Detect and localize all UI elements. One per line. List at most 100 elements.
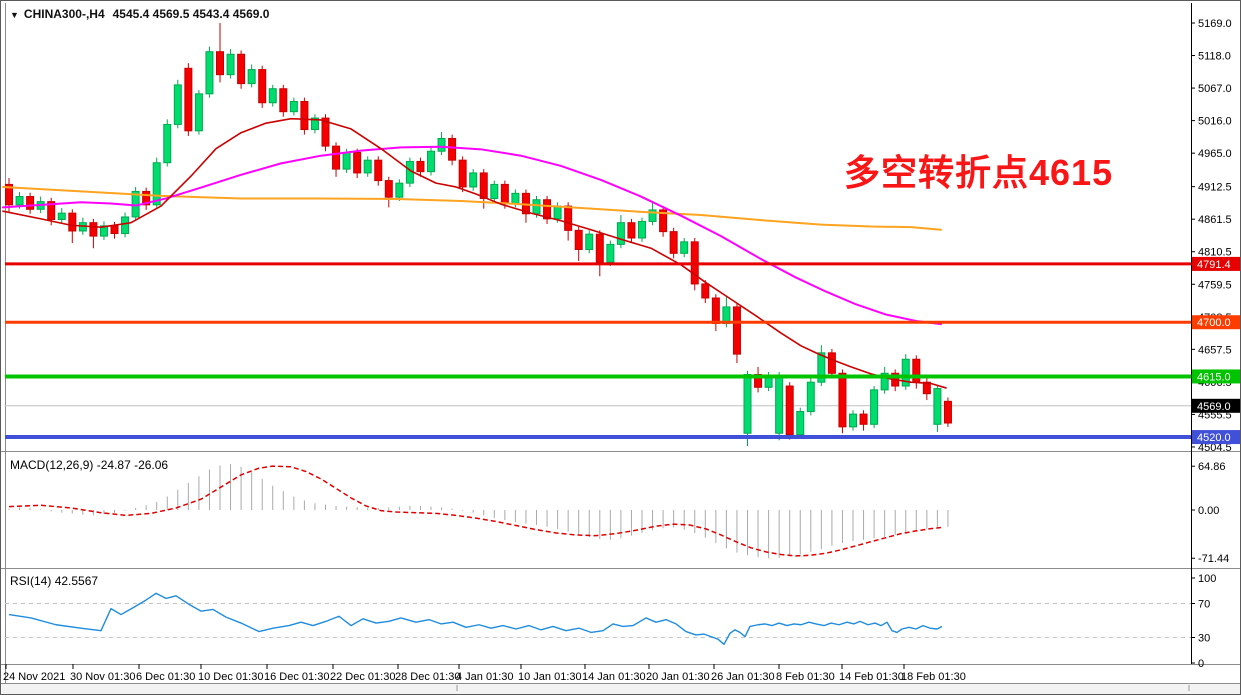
candle-body (99, 225, 108, 237)
candle-body (310, 117, 319, 131)
candle-body (353, 152, 362, 174)
price-badge-label: 4700.0 (1197, 317, 1231, 329)
bottom-strip (2, 684, 1240, 694)
candle-body (395, 182, 404, 198)
symbol-dropdown-icon[interactable]: ▼ (10, 10, 19, 20)
macd-indicator-label: MACD(12,26,9) -24.87 -26.06 (10, 458, 168, 472)
candle-body (764, 376, 773, 388)
symbol-ohlc-header: ▼ CHINA300-,H4 4545.4 4569.5 4543.4 4569.0 (10, 7, 269, 21)
macd-tick-label: -71.44 (1198, 553, 1229, 565)
ohlc-values: 4545.4 4569.5 4543.4 4569.0 (112, 7, 270, 21)
price-tick-label: 5118.0 (1198, 51, 1231, 63)
candle-body (638, 220, 646, 239)
candle-body (427, 150, 435, 173)
candle-body (680, 241, 689, 254)
candle-body (226, 53, 235, 76)
candle-body (247, 69, 256, 85)
candle-body (849, 413, 857, 428)
price-badge (1192, 398, 1240, 413)
candle-body (796, 411, 805, 436)
candle-body (416, 160, 425, 173)
candle-body (163, 123, 172, 164)
candle-body (616, 222, 625, 245)
candle-body (89, 222, 98, 237)
candle-body (912, 358, 921, 383)
candle-body (627, 222, 636, 239)
candle-body (669, 231, 678, 254)
time-tick-label: 14 Jan 01:30 (582, 671, 646, 683)
price-tick-label: 4504.5 (1198, 442, 1232, 454)
candle-body (184, 67, 193, 132)
candle-body (574, 229, 583, 250)
candle-body (300, 100, 309, 131)
candle-body (152, 162, 161, 206)
macd-tick-label: 64.86 (1198, 461, 1226, 473)
price-badge-label: 4520.0 (1197, 432, 1231, 444)
candle-body (342, 152, 351, 170)
candle-body (26, 196, 35, 210)
rsi-tick-label: 30 (1198, 633, 1210, 645)
candle-body (585, 233, 594, 250)
candle-body (121, 216, 130, 235)
candle-body (194, 93, 203, 132)
time-tick-label: 22 Dec 01:30 (330, 671, 395, 683)
text-annotation[interactable]: 多空转折点4615 (844, 152, 1114, 193)
price-tick-label: 4965.0 (1198, 148, 1232, 160)
candle-body (701, 283, 710, 299)
time-tick-label: 26 Jan 01:30 (711, 671, 775, 683)
price-tick-label: 4759.5 (1198, 279, 1232, 291)
candle-body (870, 389, 879, 425)
candle-body (268, 88, 277, 104)
time-tick-label: 4 Jan 01:30 (456, 671, 514, 683)
rsi-name: RSI(14) (10, 574, 52, 588)
candle-body (321, 117, 330, 147)
time-tick-label: 10 Dec 01:30 (198, 671, 263, 683)
candle-body (47, 201, 56, 221)
candle-body (922, 381, 931, 395)
rsi-tick-label: 0 (1198, 658, 1204, 670)
time-tick-label: 18 Feb 01:30 (901, 671, 966, 683)
macd-tick-label: 0.00 (1198, 505, 1219, 517)
candle-body (648, 209, 657, 222)
price-tick-label: 5016.0 (1198, 116, 1232, 128)
candle-body (806, 381, 815, 413)
price-badge (1192, 256, 1240, 271)
ma-magenta (2, 145, 942, 326)
price-tick-label: 4810.5 (1198, 247, 1232, 259)
price-badge (1192, 315, 1240, 330)
time-tick-label: 10 Jan 01:30 (518, 671, 582, 683)
rsi-value: 42.5567 (54, 574, 99, 588)
time-tick-label: 20 Jan 01:30 (646, 671, 710, 683)
price-tick-label: 4657.5 (1198, 344, 1232, 356)
candle-body (237, 53, 246, 85)
rsi-tick-label: 70 (1198, 599, 1210, 611)
candle-body (479, 172, 488, 199)
ma-red (2, 117, 947, 389)
candle-body (469, 172, 478, 188)
candle-body (838, 372, 847, 428)
candle-body (490, 183, 499, 199)
candle-body (363, 159, 372, 174)
candle-body (511, 192, 520, 205)
candle-body (279, 88, 288, 113)
candle-body (110, 225, 119, 235)
candle-body (943, 400, 952, 424)
candle-body (606, 243, 615, 263)
price-badge (1192, 430, 1240, 445)
rsi-tick-label: 100 (1198, 573, 1216, 585)
candle-body (384, 180, 393, 198)
macd-signal-line (8, 465, 942, 557)
price-badge-label: 4791.4 (1197, 259, 1231, 271)
candle-body (68, 212, 77, 232)
candle-body (5, 183, 13, 206)
candle-body (859, 413, 868, 425)
candle-body (543, 199, 552, 220)
candle-body (458, 159, 467, 188)
candle-body (933, 388, 942, 425)
candle-body (901, 358, 910, 387)
candle-body (785, 385, 794, 436)
time-tick-label: 30 Nov 01:30 (70, 671, 135, 683)
rsi-line (8, 592, 943, 645)
